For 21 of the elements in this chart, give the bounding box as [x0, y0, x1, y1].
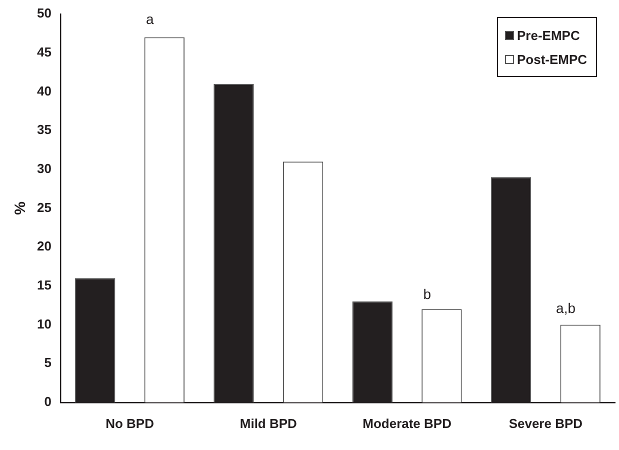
y-tick-label: 0	[44, 394, 52, 409]
y-tick-label: 25	[36, 200, 52, 215]
y-tick-label: 40	[36, 83, 52, 98]
y-tick-label: 45	[36, 44, 52, 60]
x-tick-label: Severe BPD	[508, 416, 583, 431]
legend-label: Pre-EMPC	[517, 28, 580, 42]
annotation: b	[423, 286, 432, 302]
x-tick-label: No BPD	[106, 416, 154, 431]
y-tick-label: 35	[36, 122, 52, 138]
y-tick-label: 15	[36, 277, 52, 292]
legend-label: Post-EMPC	[517, 52, 588, 66]
y-tick-label: 10	[36, 316, 52, 332]
x-tick-label: Mild BPD	[240, 416, 297, 431]
y-tick-label: 30	[36, 160, 52, 176]
y-tick-label: 5	[44, 355, 52, 370]
y-tick-label: 20	[36, 238, 52, 254]
y-tick-label: 50	[36, 6, 52, 21]
y-axis-title: %	[12, 202, 30, 215]
annotation: a	[146, 11, 154, 28]
x-tick-label: Moderate BPD	[362, 416, 452, 431]
annotation: a,b	[556, 300, 576, 316]
